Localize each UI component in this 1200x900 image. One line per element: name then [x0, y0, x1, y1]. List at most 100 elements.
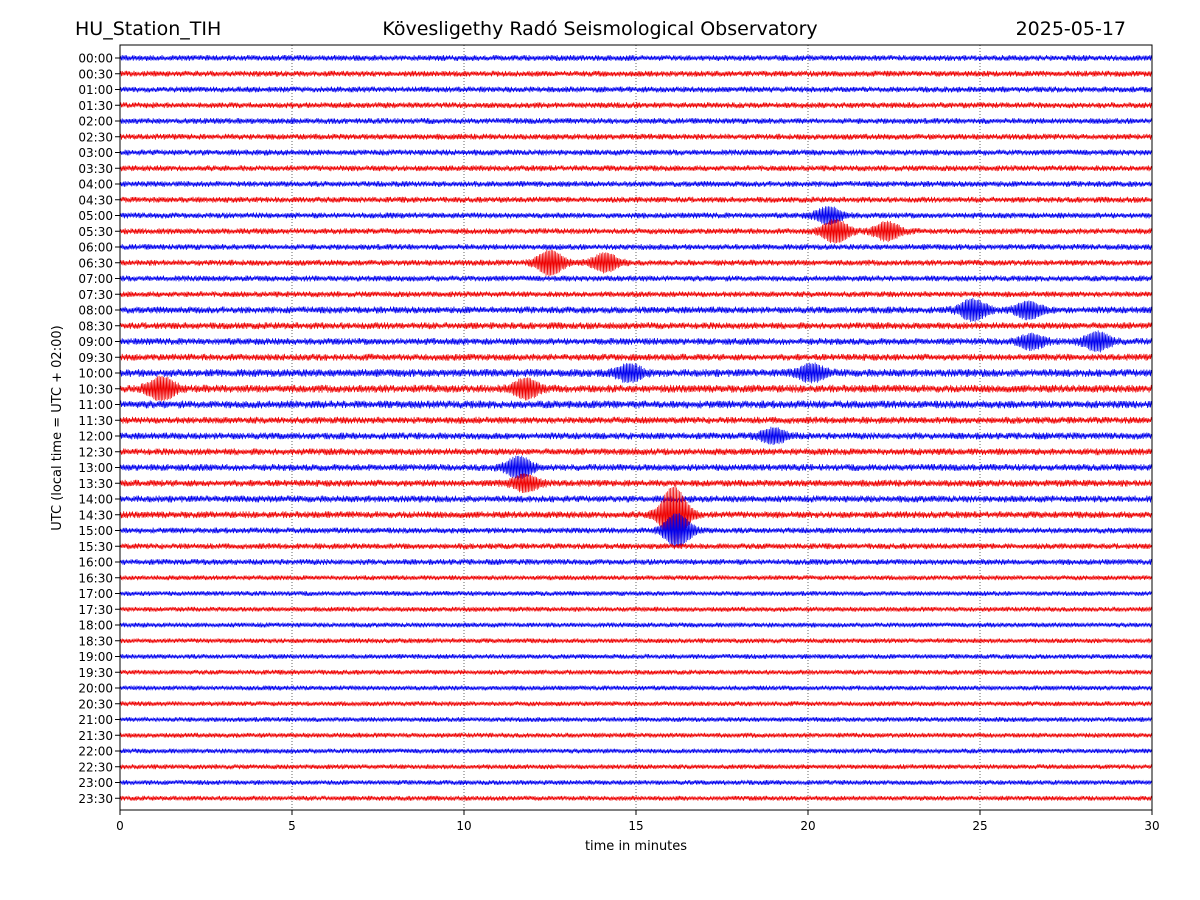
trace-row: [119, 558, 1153, 566]
x-axis-label: time in minutes: [585, 839, 687, 854]
trace-row: [119, 297, 1153, 322]
plot-frame: [119, 44, 1153, 811]
y-tick-label: 06:00: [78, 241, 113, 255]
y-tick-label: 23:00: [78, 776, 113, 790]
trace-row: [119, 375, 1153, 402]
trace-row: [119, 637, 1153, 644]
y-tick-label: 02:30: [78, 130, 113, 144]
y-tick-label: 05:00: [78, 209, 113, 223]
y-tick-label: 12:00: [78, 430, 113, 444]
y-tick-label: 04:00: [78, 178, 113, 192]
trace-row: [119, 543, 1153, 550]
y-tick-label: 03:30: [78, 162, 113, 176]
trace-row: [119, 716, 1153, 723]
y-tick-label: 15:30: [78, 540, 113, 554]
trace-row: [119, 291, 1153, 298]
x-axis-ticks: 0 5 10 15 20 25 30: [116, 810, 1160, 833]
trace-row: [119, 621, 1153, 629]
trace-row: [119, 426, 1153, 445]
trace-row: [119, 70, 1153, 77]
y-tick-label: 14:30: [78, 508, 113, 522]
y-tick-label: 06:30: [78, 256, 113, 270]
y-tick-label: 19:00: [78, 650, 113, 664]
observatory-title: Kövesligethy Radó Seismological Observat…: [382, 18, 817, 40]
y-tick-label: 22:00: [78, 745, 113, 759]
trace-row: [119, 700, 1153, 707]
y-tick-label: 03:00: [78, 146, 113, 160]
y-tick-label: 20:30: [78, 697, 113, 711]
x-tick-label: 15: [628, 819, 643, 833]
x-tick-label: 5: [288, 819, 296, 833]
y-tick-label: 04:30: [78, 193, 113, 207]
trace-row: [119, 196, 1153, 203]
trace-row: [119, 590, 1153, 597]
y-tick-label: 00:00: [78, 52, 113, 66]
trace-row: [119, 149, 1153, 156]
trace-row: [119, 249, 1153, 277]
trace-row: [119, 400, 1153, 409]
trace-row: [119, 732, 1153, 739]
trace-row: [119, 86, 1153, 93]
y-tick-label: 21:30: [78, 729, 113, 743]
y-tick-label: 07:30: [78, 288, 113, 302]
trace-row: [119, 455, 1153, 480]
trace-row: [119, 117, 1153, 125]
y-tick-label: 17:30: [78, 603, 113, 617]
y-tick-label: 08:00: [78, 304, 113, 318]
date-title: 2025-05-17: [1016, 18, 1126, 40]
y-tick-label: 16:30: [78, 571, 113, 585]
y-tick-label: 21:00: [78, 713, 113, 727]
y-tick-label: 10:00: [78, 367, 113, 381]
y-tick-label: 14:00: [78, 493, 113, 507]
y-tick-label: 23:30: [78, 792, 113, 806]
y-axis-label: UTC (local time = UTC + 02:00): [50, 325, 65, 530]
trace-row: [119, 165, 1153, 172]
trace-row: [119, 763, 1153, 771]
trace-row: [119, 448, 1153, 456]
trace-row: [119, 747, 1153, 755]
y-tick-label: 18:30: [78, 634, 113, 648]
y-tick-label: 16:00: [78, 556, 113, 570]
y-tick-label: 11:00: [78, 398, 113, 412]
y-tick-label: 18:00: [78, 619, 113, 633]
y-tick-label: 17:00: [78, 587, 113, 601]
trace-row: [119, 180, 1153, 188]
y-tick-label: 10:30: [78, 382, 113, 396]
y-tick-label: 00:30: [78, 67, 113, 81]
y-tick-label: 02:00: [78, 115, 113, 129]
trace-row: [119, 206, 1153, 226]
y-tick-label: 13:00: [78, 461, 113, 475]
trace-row: [119, 495, 1153, 503]
y-tick-label: 15:00: [78, 524, 113, 538]
x-tick-label: 10: [456, 819, 471, 833]
trace-row: [119, 54, 1153, 62]
trace-row: [119, 795, 1153, 802]
trace-row: [119, 322, 1153, 330]
y-tick-label: 13:30: [78, 477, 113, 491]
trace-row: [119, 473, 1153, 494]
trace-row: [119, 416, 1153, 424]
trace-row: [119, 574, 1153, 581]
y-tick-label: 08:30: [78, 319, 113, 333]
trace-row: [119, 669, 1153, 676]
trace-row: [119, 330, 1153, 353]
trace-row: [119, 486, 1153, 544]
trace-row: [119, 653, 1153, 660]
trace-row: [119, 133, 1153, 140]
trace-row: [119, 684, 1153, 692]
y-tick-label: 09:00: [78, 335, 113, 349]
y-tick-label: 12:30: [78, 445, 113, 459]
y-tick-label: 22:30: [78, 760, 113, 774]
y-tick-label: 19:30: [78, 666, 113, 680]
trace-row: [119, 243, 1153, 251]
y-tick-label: 09:30: [78, 351, 113, 365]
y-tick-label: 11:30: [78, 414, 113, 428]
x-tick-label: 0: [116, 819, 124, 833]
trace-row: [119, 275, 1153, 282]
x-tick-label: 20: [800, 819, 815, 833]
station-title: HU_Station_TIH: [75, 18, 221, 40]
y-tick-label: 07:00: [78, 272, 113, 286]
y-tick-label: 01:30: [78, 99, 113, 113]
